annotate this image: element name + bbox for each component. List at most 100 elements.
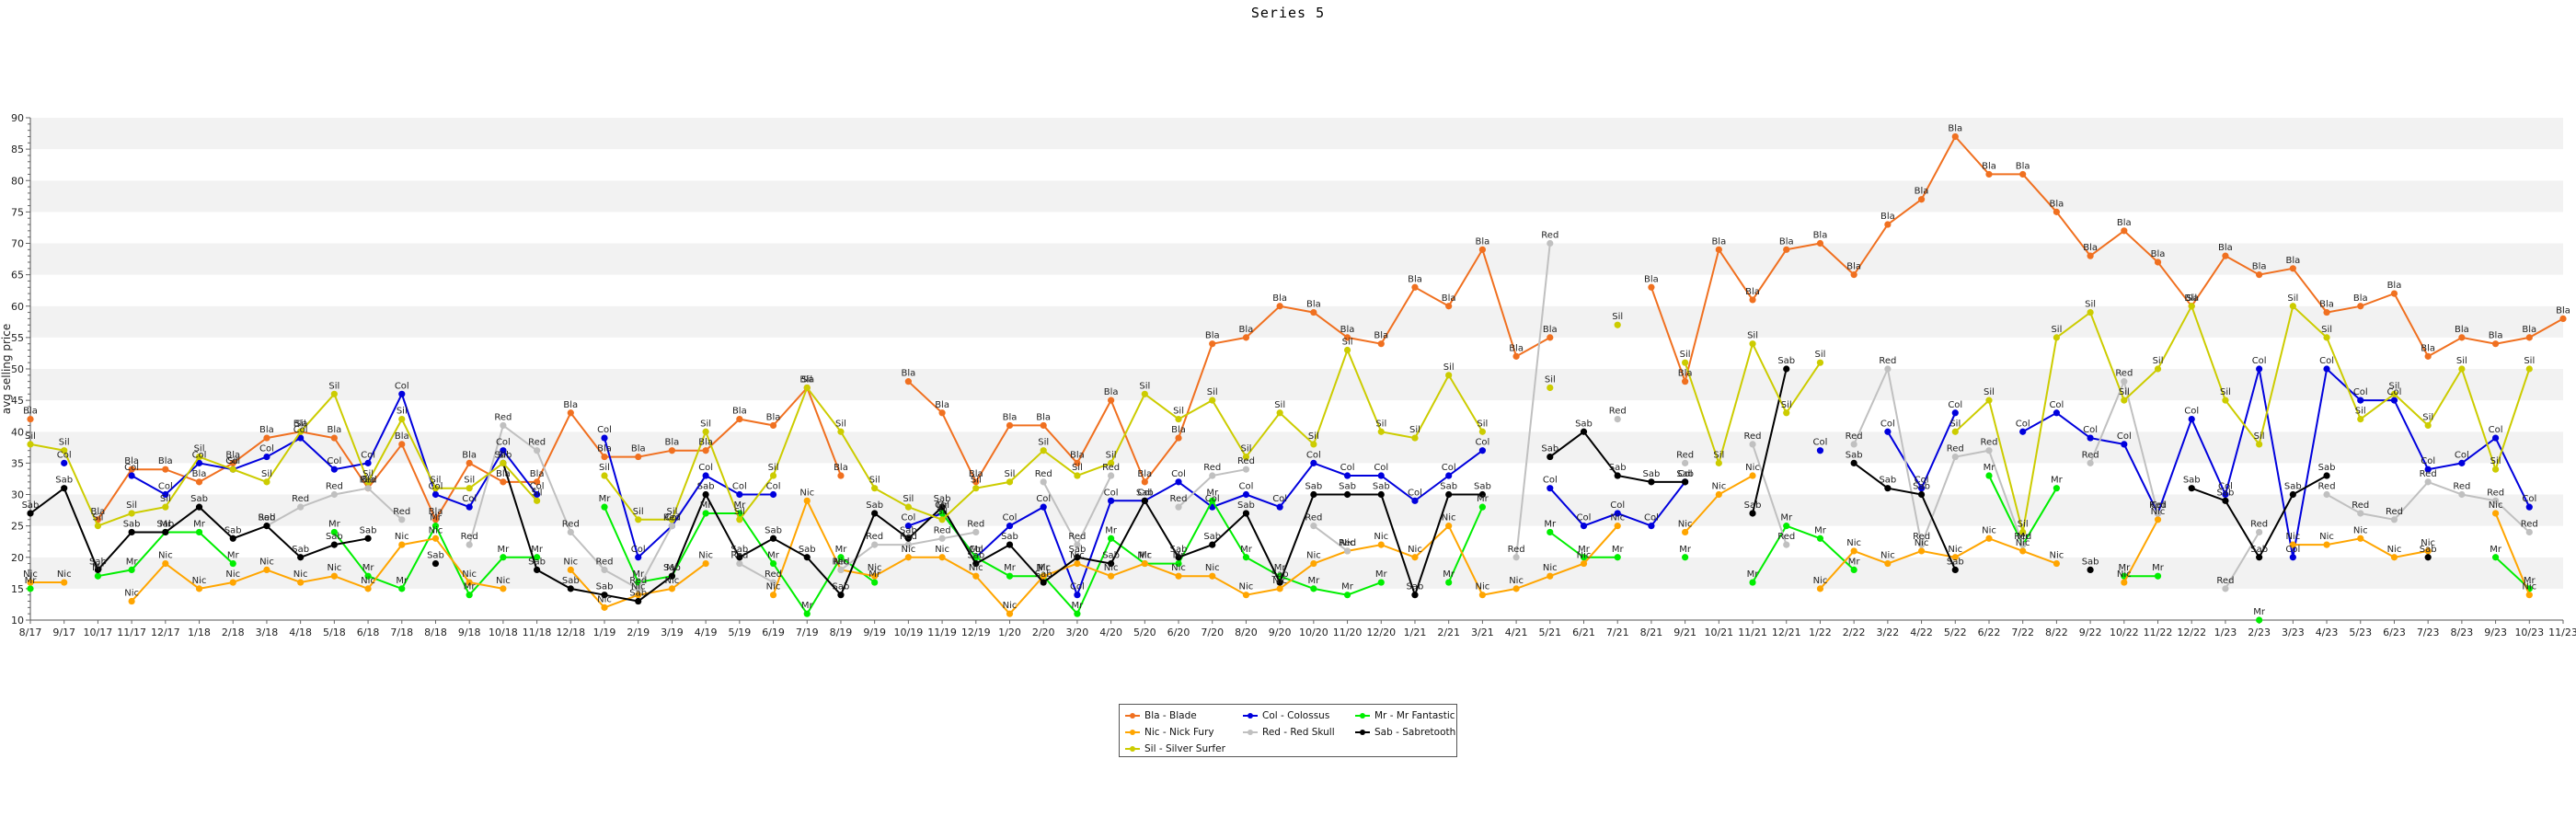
point-label: Red <box>2521 519 2538 529</box>
data-point <box>534 490 541 499</box>
point-label: Bla <box>23 407 38 417</box>
data-point <box>803 384 811 392</box>
data-point <box>1749 441 1756 448</box>
legend-label: Col - Colossus <box>1262 710 1330 721</box>
data-point <box>1783 365 1790 373</box>
point-label: Bla <box>429 507 443 517</box>
point-label: Mr <box>1477 494 1489 504</box>
x-tick-label: 9/21 <box>1673 627 1696 638</box>
data-point <box>330 490 338 499</box>
data-point <box>1614 416 1621 423</box>
data-point <box>500 459 507 466</box>
x-tick-label: 3/19 <box>661 627 684 638</box>
x-tick-label: 12/18 <box>556 627 585 638</box>
y-tick-label: 80 <box>11 175 24 187</box>
point-label: Col <box>2184 407 2199 417</box>
x-tick-label: 2/22 <box>1843 627 1866 638</box>
data-point <box>1547 572 1554 580</box>
point-label: Nic <box>1104 563 1119 573</box>
point-label: Sil <box>1342 338 1353 348</box>
point-label: Bla <box>124 456 139 466</box>
x-tick-label: 1/21 <box>1404 627 1427 638</box>
legend-item-mr: Mr - Mr Fantastic <box>1355 708 1456 723</box>
data-point <box>2289 541 2296 548</box>
data-point <box>1310 490 1317 499</box>
y-tick-label: 50 <box>11 363 24 375</box>
data-point <box>1108 572 1115 580</box>
data-point <box>364 572 372 580</box>
data-point <box>364 459 372 466</box>
data-point <box>1209 541 1216 548</box>
point-label: Col <box>597 425 612 435</box>
data-point <box>1985 397 1993 404</box>
point-label: Nic <box>293 569 308 580</box>
data-point <box>2053 334 2060 341</box>
point-label: Bla <box>2421 343 2435 353</box>
legend-swatch-icon <box>1125 712 1140 719</box>
point-label: Sab <box>156 519 174 529</box>
data-point <box>500 478 507 486</box>
data-point <box>1816 447 1824 454</box>
point-label: Nic <box>2050 551 2064 561</box>
data-point <box>195 478 203 486</box>
point-label: Bla <box>1543 325 1558 335</box>
point-label: Bla <box>2083 243 2098 253</box>
data-point <box>938 503 946 511</box>
point-label: Bla <box>2455 325 2469 335</box>
legend: Bla - Blade Col - Colossus Mr - Mr Fantast… <box>1119 704 1457 757</box>
legend-swatch-icon <box>1125 729 1140 736</box>
series-line <box>1752 524 1855 583</box>
data-point <box>904 378 912 385</box>
data-point <box>2222 497 2229 504</box>
point-label: Red <box>2386 507 2403 517</box>
series-line <box>2225 531 2260 590</box>
x-tick-label: 9/19 <box>863 627 886 638</box>
data-point <box>128 528 135 536</box>
data-point <box>1006 478 1014 486</box>
point-label: Col <box>1948 400 1962 410</box>
data-point <box>2256 365 2263 373</box>
data-point <box>431 485 440 492</box>
series-line <box>1853 462 1957 570</box>
point-label: Bla <box>293 419 308 429</box>
point-label: Sab <box>663 563 681 573</box>
data-point <box>2087 308 2094 316</box>
data-point <box>1445 372 1453 379</box>
data-point <box>2424 421 2432 430</box>
data-point <box>431 559 440 568</box>
point-label: Bla <box>969 469 983 479</box>
point-label: Col <box>124 463 139 473</box>
point-label: Sil <box>464 476 475 486</box>
point-label: Mr <box>1206 488 1219 498</box>
point-label: Sab <box>1913 482 1930 492</box>
point-label: Sab <box>1846 450 1863 460</box>
data-point <box>431 535 440 542</box>
point-label: Col <box>2421 456 2435 466</box>
point-label: Red <box>1744 431 1762 442</box>
point-label: Sil <box>2524 356 2535 366</box>
data-point <box>871 579 879 586</box>
data-point <box>297 434 305 442</box>
data-point <box>297 503 305 511</box>
point-label: Sab <box>2318 463 2336 473</box>
axes: 10 15 20 25 30 35 40 45 50 55 60 65 70 75 80 85 90 8/17 9/… <box>0 112 2576 638</box>
data-point <box>2019 428 2027 435</box>
x-tick-label: 10/20 <box>1299 627 1328 638</box>
point-label: Bla <box>1070 450 1085 460</box>
data-point <box>27 585 34 592</box>
x-tick-label: 12/22 <box>2177 627 2206 638</box>
point-label: Nic <box>1880 551 1895 561</box>
series-sil <box>27 303 2533 536</box>
point-label: Red <box>2420 469 2437 479</box>
grid-band <box>30 337 2563 369</box>
point-label: Sil <box>1072 463 1083 473</box>
x-tick-label: 10/19 <box>894 627 924 638</box>
data-point <box>1040 447 1047 454</box>
data-point <box>2121 227 2128 235</box>
point-label: Bla <box>2522 325 2536 335</box>
data-point <box>736 490 743 499</box>
data-point <box>195 453 203 461</box>
point-label: Nic <box>799 488 814 498</box>
data-point <box>635 554 642 561</box>
series-col <box>61 365 2533 599</box>
